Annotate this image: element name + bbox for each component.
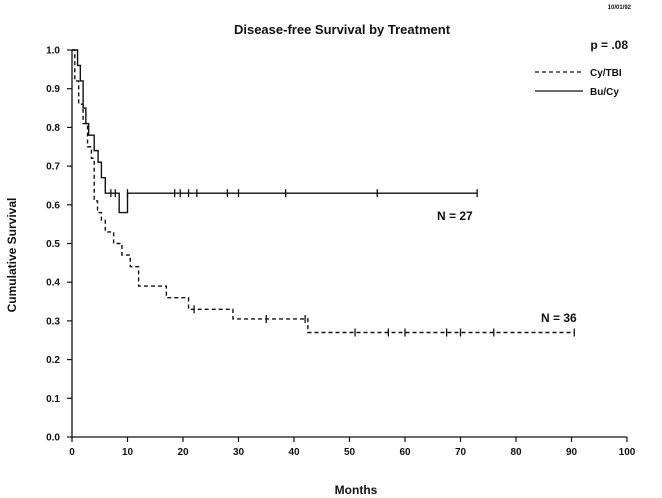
x-tick-label: 10 (122, 447, 134, 458)
y-tick-label: 0.8 (46, 123, 60, 134)
x-tick-label: 80 (510, 447, 522, 458)
legend-label-cy-tbi: Cy/TBI (590, 68, 622, 79)
n-label-cy-tbi: N = 36 (541, 311, 577, 325)
p-value-label: p = .08 (590, 38, 628, 52)
y-tick-label: 0.3 (46, 316, 60, 327)
x-tick-label: 0 (69, 447, 75, 458)
y-tick-label: 0.2 (46, 355, 60, 366)
x-tick-label: 100 (619, 447, 636, 458)
x-tick-label: 60 (399, 447, 411, 458)
x-tick-label: 50 (344, 447, 356, 458)
y-tick-label: 0.5 (46, 239, 60, 250)
n-label-bu-cy: N = 27 (437, 209, 473, 223)
y-tick-label: 0.1 (46, 394, 60, 405)
y-tick-label: 0.0 (46, 433, 60, 444)
x-tick-label: 70 (455, 447, 467, 458)
y-tick-label: 1.0 (46, 46, 60, 57)
y-tick-label: 0.4 (46, 278, 60, 289)
x-tick-label: 40 (288, 447, 300, 458)
series-line-bu-cy (72, 49, 478, 214)
x-axis-label: Months (335, 483, 378, 497)
date-stamp: 10/01/92 (608, 5, 632, 11)
chart-title: Disease-free Survival by Treatment (234, 22, 451, 37)
axes: 0 10 20 30 40 50 60 70 80 90 100 0.0 0.1 0.2 0.3 0.4 0.5… (46, 46, 636, 459)
y-tick-label: 0.9 (46, 84, 60, 95)
legend-label-bu-cy: Bu/Cy (590, 87, 619, 98)
plot-area (72, 49, 575, 337)
x-tick-label: 20 (177, 447, 189, 458)
y-tick-label: 0.7 (46, 162, 60, 173)
x-tick-label: 90 (566, 447, 578, 458)
legend: Cy/TBI Bu/Cy (535, 68, 622, 98)
y-tick-label: 0.6 (46, 200, 60, 211)
series-line-cy-tbi (72, 49, 575, 334)
y-axis-label: Cumulative Survival (5, 198, 19, 313)
x-tick-label: 30 (233, 447, 245, 458)
